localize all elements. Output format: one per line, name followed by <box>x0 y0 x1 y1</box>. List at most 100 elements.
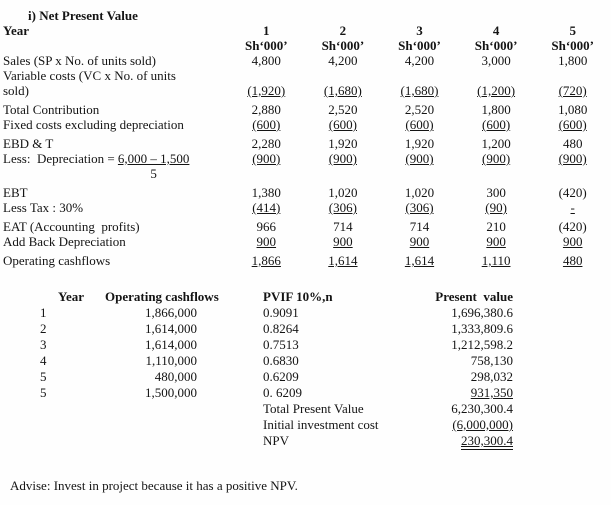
cell-present-value-text: 298,032 <box>470 369 513 384</box>
row-label: Operating cashflows <box>3 253 111 268</box>
cell-value: 2,280 <box>251 136 281 151</box>
cell-value: 480 <box>562 136 583 151</box>
cell-value: 1,800 <box>558 53 588 68</box>
cell-value: 480 <box>562 253 583 268</box>
cell-value: 900 <box>562 234 583 249</box>
cell-value: 1,614 <box>404 253 435 268</box>
cell-value: 966 <box>256 219 277 234</box>
cell-value: 1,614 <box>328 253 358 268</box>
cell-value: (306) <box>328 200 357 215</box>
table-row: Operating cashflows 1,866 1,614 1,614 1,110 4… <box>0 253 611 268</box>
table-row: 5 1,500,000 0. 6209 931,350 <box>38 385 611 401</box>
summary-value-text: (6,000,000) <box>452 417 513 432</box>
cell-value: - <box>570 200 575 215</box>
table-header-row: Year Operating cashflows PVIF 10%,n Present… <box>38 289 611 305</box>
summary-row: NPV 230,300.4 <box>38 433 611 450</box>
row-label: Fixed costs excluding depreciation <box>3 117 184 132</box>
cell-cashflow: 1,614,000 <box>145 337 197 352</box>
cell-value: 900 <box>486 234 506 249</box>
cell-present-value: 931,350 <box>400 385 515 401</box>
cell-value: 900 <box>409 234 430 249</box>
col-header-year: Year <box>58 289 84 304</box>
table-row: EBD & T 2,280 1,920 1,920 1,200 480 <box>0 136 611 151</box>
fraction-denominator: 5 <box>150 166 157 181</box>
cell-value: (900) <box>328 151 357 166</box>
cell-value: 1,020 <box>328 185 358 200</box>
year-col-header: 4 <box>492 23 500 38</box>
unit-label: Sh‘000’ <box>321 38 365 53</box>
summary-value: 230,300.4 <box>400 433 515 450</box>
cell-value: 1,920 <box>328 136 358 151</box>
cell-value: 1,080 <box>558 102 588 117</box>
row-label: Less Tax : 30% <box>3 200 84 215</box>
cell-present-value: 758,130 <box>400 353 515 369</box>
cell-value: 1,920 <box>404 136 435 151</box>
cell-year: 5 <box>40 385 47 400</box>
unit-row: Sh‘000’ Sh‘000’ Sh‘000’ Sh‘000’ Sh‘000’ <box>0 38 611 53</box>
cell-pvif: 0.9091 <box>263 305 299 320</box>
table-row: EBT 1,380 1,020 1,020 300 (420) <box>0 185 611 200</box>
cell-value: 4,200 <box>328 53 358 68</box>
table-row: 1 1,866,000 0.9091 1,696,380.6 <box>38 305 611 321</box>
cell-value: (1,680) <box>323 83 362 98</box>
col-header-present-value: Present value <box>435 289 513 304</box>
table-header-row: Year 1 2 3 4 5 <box>0 23 611 38</box>
advice-text: Advise: Invest in project because it has… <box>10 478 298 493</box>
cell-present-value-text: 1,333,809.6 <box>451 321 513 336</box>
cell-present-value-text: 1,212,598.2 <box>451 337 513 352</box>
npv-projection-table: Year 1 2 3 4 5 Sh‘000’ Sh‘000’ Sh‘000’ Sh‘000’ Sh‘… <box>0 23 611 268</box>
cell-value: (900) <box>405 151 434 166</box>
cell-present-value: 1,696,380.6 <box>400 305 515 321</box>
cell-value: 2,520 <box>328 102 358 117</box>
cell-value: (420) <box>558 185 587 200</box>
row-label-prefix: Less: Depreciation = <box>3 151 118 166</box>
table-row: Variable costs (VC x No. of units <box>0 68 611 83</box>
cell-present-value-text: 931,350 <box>470 385 513 400</box>
table-row: sold) (1,920) (1,680) (1,680) (1,200) (720) <box>0 83 611 98</box>
col-header-operating-cashflows: Operating cashflows <box>105 289 219 304</box>
cell-value: 714 <box>409 219 430 234</box>
cell-value: (1,920) <box>247 83 286 98</box>
cell-value: (420) <box>558 219 587 234</box>
unit-label: Sh‘000’ <box>551 38 594 53</box>
table-row: 5 480,000 0.6209 298,032 <box>38 369 611 385</box>
row-label: EBD & T <box>3 136 54 151</box>
cell-pvif: 0.7513 <box>263 337 299 352</box>
cell-value: (600) <box>482 117 511 132</box>
cell-value: 210 <box>486 219 506 234</box>
cell-value: 1,200 <box>481 136 511 151</box>
cell-value: (1,200) <box>477 83 516 98</box>
cell-cashflow: 1,614,000 <box>145 321 197 336</box>
unit-label: Sh‘000’ <box>474 38 518 53</box>
summary-value: (6,000,000) <box>400 417 515 433</box>
cell-year: 4 <box>40 353 47 368</box>
summary-label: NPV <box>263 433 290 448</box>
table-row: Total Contribution 2,880 2,520 2,520 1,800 1,… <box>0 102 611 117</box>
cell-value: 900 <box>333 234 353 249</box>
cell-present-value: 1,212,598.2 <box>400 337 515 353</box>
unit-label: Sh‘000’ <box>398 38 441 53</box>
table-row: 3 1,614,000 0.7513 1,212,598.2 <box>38 337 611 353</box>
present-value-table: Year Operating cashflows PVIF 10%,n Present… <box>38 289 611 450</box>
summary-row: Initial investment cost (6,000,000) <box>38 417 611 433</box>
summary-value-text: 230,300.4 <box>461 433 513 450</box>
summary-row: Total Present Value 6,230,300.4 <box>38 401 611 417</box>
year-row-label: Year <box>3 23 29 38</box>
table-row: Less: Depreciation = 6,000 – 1,500 5 (900)… <box>0 151 611 181</box>
year-col-header: 5 <box>569 23 576 38</box>
cell-year: 1 <box>40 305 47 320</box>
year-col-header: 2 <box>339 23 347 38</box>
cell-value: (306) <box>405 200 434 215</box>
year-col-header: 3 <box>416 23 423 38</box>
cell-cashflow: 1,866,000 <box>145 305 197 320</box>
cell-year: 5 <box>40 369 47 384</box>
cell-pvif: 0.6209 <box>263 369 299 384</box>
cell-value: 300 <box>486 185 506 200</box>
cell-present-value-text: 1,696,380.6 <box>451 305 513 320</box>
cell-value: 1,020 <box>404 185 435 200</box>
cell-value: (414) <box>252 200 281 215</box>
table-row: Fixed costs excluding depreciation (600) (… <box>0 117 611 132</box>
cell-value: 1,380 <box>251 185 281 200</box>
cell-value: 4,800 <box>251 53 281 68</box>
cell-value: 4,200 <box>404 53 435 68</box>
